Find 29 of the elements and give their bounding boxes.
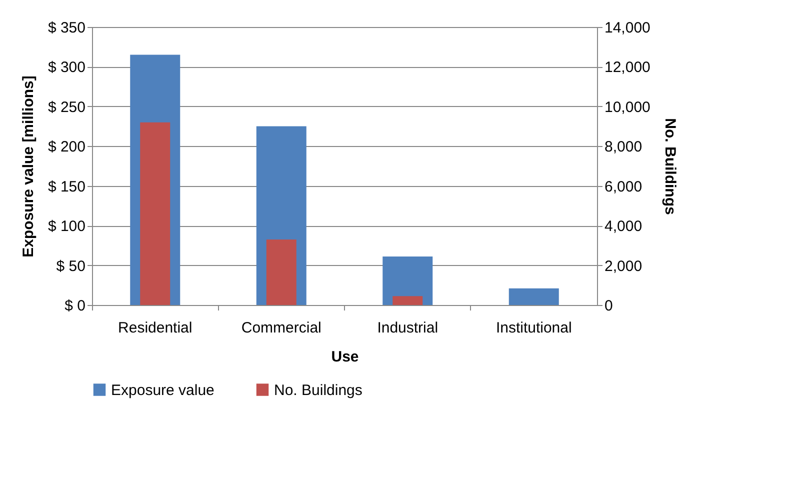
y2-tick-label: 2,000 xyxy=(604,258,642,275)
bar xyxy=(266,239,296,305)
bar xyxy=(140,122,170,305)
bar xyxy=(508,288,559,305)
legend-label: Exposure value xyxy=(111,382,214,399)
y2-axis-title: No. Buildings xyxy=(661,118,678,215)
bar xyxy=(392,296,423,305)
y2-tick-label: 10,000 xyxy=(604,98,650,116)
x-tick-label: Commercial xyxy=(241,320,322,336)
y-axis-title: Exposure value [millions] xyxy=(20,76,37,258)
y-tick-label: $ 100 xyxy=(48,218,86,236)
y2-tick-label: 14,000 xyxy=(604,20,650,36)
y2-tick-label: 0 xyxy=(604,298,613,314)
y-tick-label: $ 350 xyxy=(48,20,86,36)
y-tick-label: $ 200 xyxy=(48,138,86,156)
y2-tick-label: 4,000 xyxy=(604,218,642,236)
x-axis-title: Use xyxy=(331,348,359,366)
x-tick-label: Institutional xyxy=(496,320,572,336)
y2-tick-label: 12,000 xyxy=(604,59,650,76)
x-tick-label: Industrial xyxy=(377,320,438,336)
y-tick-label: $ 0 xyxy=(64,298,86,314)
y2-tick-label: 6,000 xyxy=(604,178,642,196)
y-tick-label: $ 250 xyxy=(48,98,86,116)
y2-tick-label: 8,000 xyxy=(604,138,642,156)
legend-label: No. Buildings xyxy=(274,382,362,399)
x-tick-label: Residential xyxy=(118,320,192,336)
y-tick-label: $ 50 xyxy=(56,258,86,275)
y-tick-label: $ 150 xyxy=(48,178,86,196)
y-tick-label: $ 300 xyxy=(48,59,86,76)
